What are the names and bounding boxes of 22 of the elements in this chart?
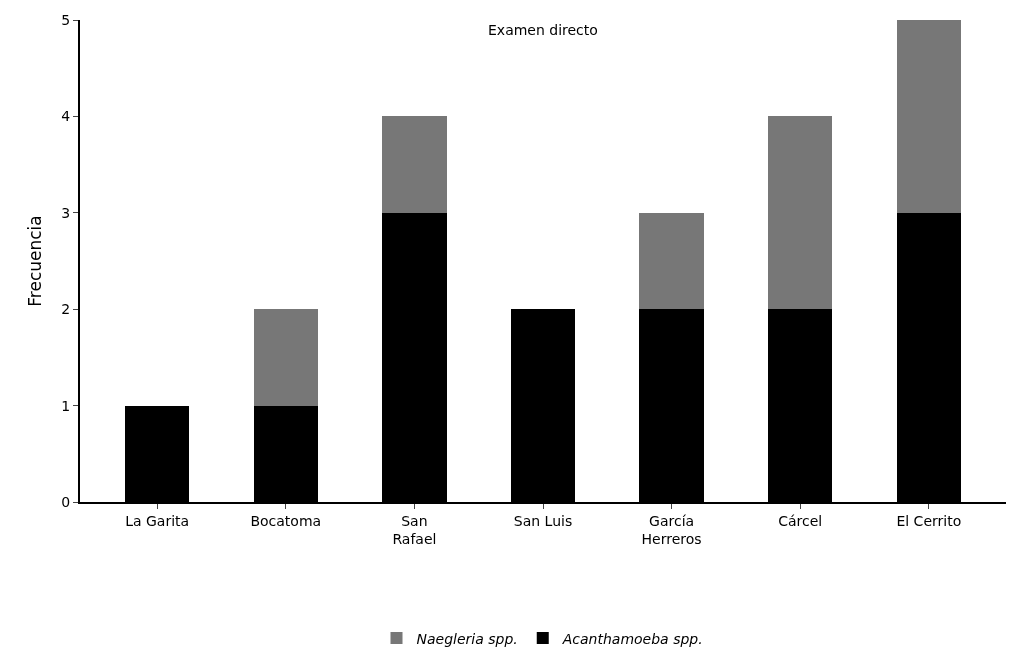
- bar: [253, 309, 318, 406]
- legend-label: Naegleria spp.: [416, 630, 518, 647]
- y-tick-label: 4: [61, 108, 71, 125]
- bar: [768, 116, 833, 310]
- y-tick-label: 5: [61, 11, 71, 28]
- y-tick-label: 2: [61, 301, 71, 318]
- y-axis-title: Frecuencia: [25, 215, 46, 307]
- y-tick-label: 1: [61, 397, 71, 414]
- x-tick-label: Cárcel: [778, 512, 823, 529]
- y-tick-label: 0: [61, 493, 71, 510]
- y-tick-label: 3: [61, 204, 71, 221]
- x-tick-label: Bocatoma: [250, 512, 322, 529]
- x-tick-label: García Herreros: [641, 512, 702, 547]
- x-tick-label: El Cerrito: [896, 512, 962, 529]
- bar: [639, 212, 704, 310]
- x-tick-label: San Rafael: [392, 512, 437, 547]
- chart-title: Examen directo: [488, 22, 598, 38]
- x-tick-label: La Garita: [125, 512, 190, 529]
- bar: [382, 116, 447, 213]
- x-tick-label: San Luis: [513, 512, 573, 529]
- legend-label: Acanthamoeba spp.: [561, 630, 703, 647]
- bar: [896, 20, 961, 213]
